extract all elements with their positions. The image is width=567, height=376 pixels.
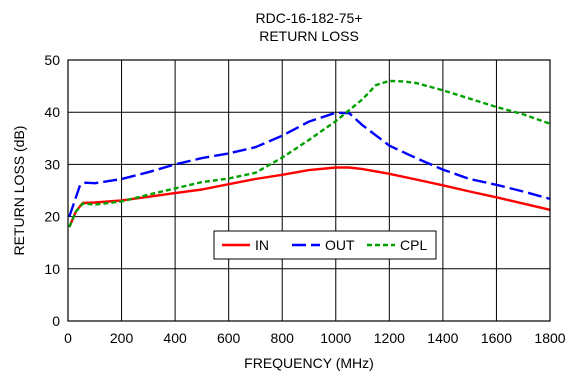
y-tick-label: 10 xyxy=(44,261,60,277)
x-tick-label: 400 xyxy=(163,330,187,346)
plot-frame xyxy=(67,59,551,322)
chart-title: RDC-16-182-75+ xyxy=(256,10,363,26)
series-lines xyxy=(68,79,551,228)
x-tick-label: 600 xyxy=(217,330,241,346)
x-tick-label: 1600 xyxy=(481,330,512,346)
legend-box xyxy=(213,230,437,260)
legend: IN OUT CPL xyxy=(213,230,437,260)
x-tick-label: 200 xyxy=(110,330,134,346)
series-line-in xyxy=(68,166,551,228)
legend-label-out: OUT xyxy=(325,237,355,253)
x-tick-label: 1200 xyxy=(374,330,405,346)
x-axis-label: FREQUENCY (MHz) xyxy=(244,355,374,371)
y-tick-label: 0 xyxy=(52,313,60,329)
y-tick-labels: 0 10 20 30 40 50 xyxy=(44,52,60,329)
x-tick-labels: 0 200 400 600 800 1000 1200 1400 1600 1800 xyxy=(64,330,566,346)
series-line-cpl xyxy=(68,79,551,228)
y-tick-label: 20 xyxy=(44,209,60,225)
y-tick-label: 40 xyxy=(44,104,60,120)
x-tick-label: 800 xyxy=(271,330,295,346)
chart-subtitle: RETURN LOSS xyxy=(259,28,359,44)
x-tick-label: 0 xyxy=(64,330,72,346)
legend-label-cpl: CPL xyxy=(400,237,427,253)
x-tick-label: 1000 xyxy=(320,330,351,346)
y-tick-label: 30 xyxy=(44,156,60,172)
series-line-out xyxy=(68,111,551,217)
x-tick-label: 1400 xyxy=(427,330,458,346)
y-axis-label: RETURN LOSS (dB) xyxy=(11,126,27,256)
legend-label-in: IN xyxy=(255,237,269,253)
y-tick-label: 50 xyxy=(44,52,60,68)
x-tick-label: 1800 xyxy=(534,330,565,346)
